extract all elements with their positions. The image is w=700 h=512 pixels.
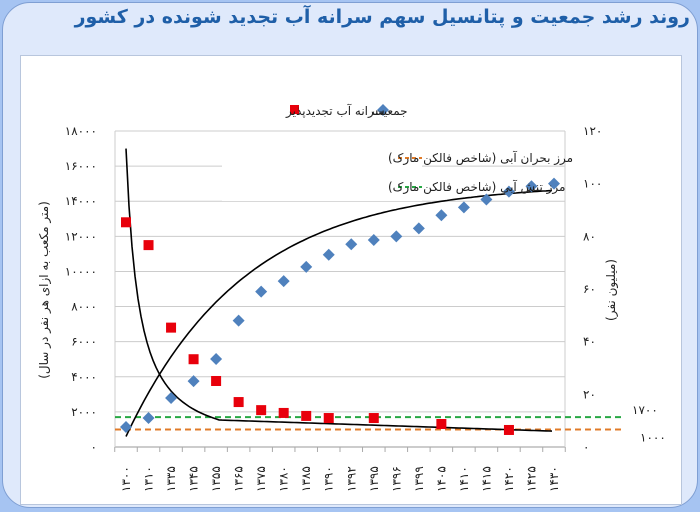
- left-tick-label: ۸۰۰۰: [71, 300, 97, 314]
- legend-crisis-label: مرز بحران آبی (شاخص فالکن مارک): [388, 150, 573, 166]
- left-tick-label: ۴۰۰۰: [71, 370, 97, 384]
- left-axis-title: (متر مکعب به ازای هر نفر در سال): [37, 201, 52, 379]
- x-tick-label: ۱۳۳۵: [164, 466, 178, 492]
- population-marker: [210, 353, 223, 366]
- x-tick-label: ۱۴۰۵: [434, 466, 448, 492]
- x-tick-label: ۱۴۲۰: [502, 466, 516, 492]
- x-tick-label: ۱۴۳۰: [547, 466, 561, 492]
- water-marker: [278, 407, 289, 418]
- population-marker: [165, 392, 178, 405]
- legend-water-label: سرانه آب تجدیدپذیر: [285, 103, 385, 119]
- right-tick-label: ۴۰: [583, 335, 596, 349]
- population-marker: [480, 193, 493, 206]
- x-tick-label: ۱۳۶۵: [232, 466, 246, 492]
- right-tick-label: ۸۰: [583, 229, 596, 243]
- x-tick-label: ۱۳۷۵: [254, 466, 268, 492]
- population-marker: [300, 260, 313, 273]
- x-tick-label: ۱۳۴۵: [187, 466, 201, 492]
- legend-stress-label: مرز تنش آبی (شاخص فالکن مارک): [388, 179, 565, 195]
- x-tick-label: ۱۳۵۵: [209, 466, 223, 492]
- x-tick-label: ۱۳۱۰: [142, 466, 156, 492]
- left-tick-label: ۱۲۰۰۰: [65, 229, 97, 243]
- reference-legend-box: [222, 145, 422, 201]
- population-marker: [435, 209, 448, 222]
- water-marker: [256, 405, 267, 416]
- right-tick-label: ۰: [583, 440, 589, 454]
- population-marker: [390, 230, 403, 243]
- population-marker: [277, 275, 290, 288]
- x-tick-label: ۱۳۹۰: [322, 466, 336, 492]
- legend-population-marker: [377, 104, 389, 116]
- left-tick-label: ۱۴۰۰۰: [65, 194, 97, 208]
- left-tick-label: ۱۶۰۰۰: [65, 159, 97, 173]
- water-marker: [143, 240, 154, 251]
- x-tick-label: ۱۴۲۵: [524, 466, 538, 492]
- left-tick-label: ۲۰۰۰: [71, 405, 97, 419]
- legend-water-marker: [290, 105, 299, 114]
- water-marker: [188, 354, 199, 365]
- x-tick-label: ۱۳۹۶: [389, 466, 403, 492]
- population-marker: [142, 412, 155, 425]
- left-tick-label: ۱۰۰۰۰: [65, 264, 97, 278]
- population-marker: [502, 185, 515, 198]
- x-tick-label: ۱۳۰۰: [119, 466, 133, 492]
- left-tick-label: ۶۰۰۰: [71, 335, 97, 349]
- right-tick-label: ۶۰: [583, 282, 596, 296]
- water-marker: [503, 424, 514, 435]
- right-tick-label: ۱۲۰: [583, 124, 602, 138]
- population-trendline: [125, 189, 553, 437]
- water-marker: [211, 375, 222, 386]
- legend-population-label: جمعیت: [372, 104, 408, 118]
- water-marker: [166, 322, 177, 333]
- right-axis-title: (میلیون نفر): [604, 259, 619, 321]
- left-tick-label: ۱۸۰۰۰: [65, 124, 97, 138]
- stress-threshold-label: ۱۷۰۰: [632, 403, 658, 417]
- population-marker: [457, 201, 470, 214]
- x-tick-label: ۱۴۱۰: [457, 466, 471, 492]
- water-marker: [368, 413, 379, 424]
- water-marker: [301, 410, 312, 421]
- water-marker: [233, 397, 244, 408]
- water-marker: [121, 217, 131, 228]
- left-tick-label: ۰: [91, 440, 97, 454]
- x-tick-label: ۱۳۸۰: [277, 466, 291, 492]
- population-marker: [120, 420, 132, 433]
- water-marker: [436, 419, 447, 430]
- slide-title: روند رشد جمعیت و پتانسیل سهم سرانه آب تج…: [74, 6, 690, 28]
- population-marker: [548, 177, 560, 190]
- water-trendline: [125, 148, 553, 432]
- population-marker: [367, 234, 380, 247]
- x-tick-label: ۱۳۹۲: [344, 466, 358, 492]
- population-marker: [412, 222, 425, 235]
- right-tick-label: ۱۰۰: [583, 177, 602, 191]
- population-marker: [322, 248, 335, 261]
- water-marker: [323, 413, 334, 424]
- x-tick-label: ۱۴۱۵: [479, 466, 493, 492]
- population-marker: [525, 180, 538, 193]
- population-marker: [232, 314, 245, 327]
- right-tick-label: ۲۰: [583, 387, 596, 401]
- population-marker: [187, 375, 200, 388]
- x-tick-label: ۱۳۹۹: [412, 466, 426, 492]
- population-marker: [345, 238, 358, 251]
- x-tick-label: ۱۳۹۵: [367, 466, 381, 492]
- crisis-threshold-label: ۱۰۰۰: [640, 430, 666, 444]
- population-marker: [255, 285, 268, 298]
- x-tick-label: ۱۳۸۵: [299, 466, 313, 492]
